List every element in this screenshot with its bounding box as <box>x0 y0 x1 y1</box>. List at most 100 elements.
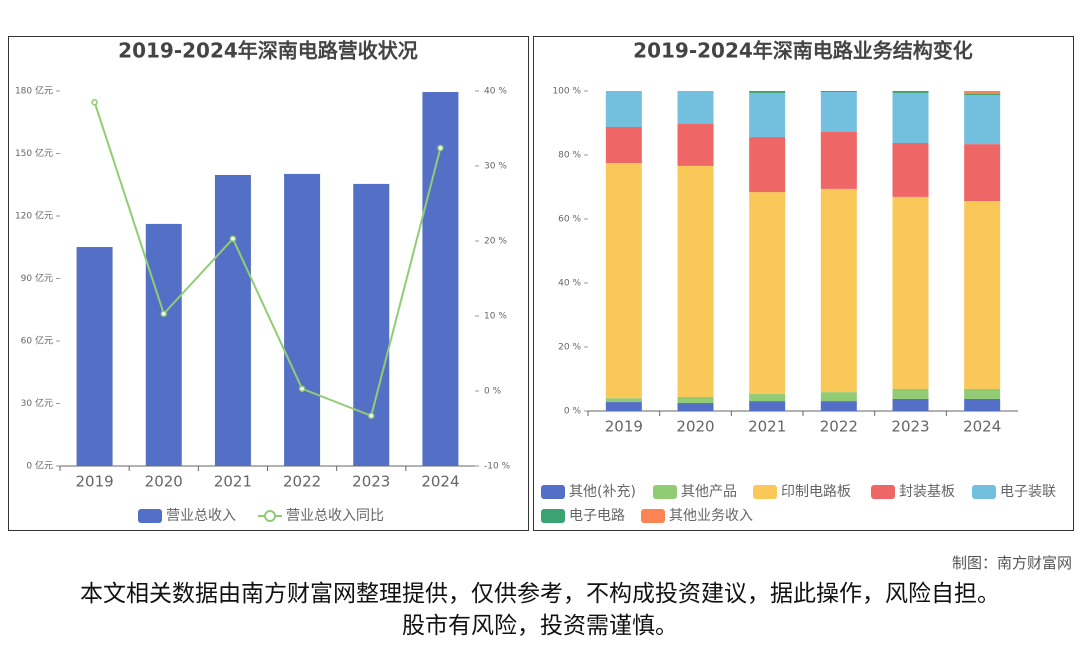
bar <box>76 247 113 466</box>
bar-segment <box>605 163 642 399</box>
y2-tick-label: 0 % <box>484 387 502 397</box>
x-tick-label: 2022 <box>283 473 321 491</box>
legend-swatch <box>753 485 777 499</box>
x-tick-label: 2019 <box>75 473 113 491</box>
y2-tick-label: 20 % <box>484 237 507 247</box>
bar-segment <box>964 388 1001 399</box>
legend-label: 营业总收入 <box>166 508 236 524</box>
bar-segment <box>605 398 642 403</box>
y2-tick-label: 30 % <box>484 162 507 172</box>
x-tick-label: 2022 <box>820 418 858 436</box>
y2-tick-label: 10 % <box>484 312 507 322</box>
bar-segment <box>820 131 857 189</box>
point <box>229 235 237 242</box>
y-tick-label: 100 % <box>552 87 581 97</box>
legend-label: 封装基板 <box>899 483 955 500</box>
disclaimer: 本文相关数据由南方财富网整理提供，仅供参考，不构成投资建议，据此操作，风险自担。… <box>80 581 1000 639</box>
x-tick-label: 2023 <box>352 473 390 491</box>
bar-segment <box>820 401 857 411</box>
legend-swatch <box>653 485 677 499</box>
legend-swatch <box>541 485 565 499</box>
bar-segment <box>749 401 786 411</box>
legend-swatch <box>871 485 895 499</box>
y-tick-label: 180 亿元 <box>15 85 53 97</box>
legend-label: 电子装联 <box>1000 484 1056 500</box>
y2-tick-label: -10 % <box>484 462 511 472</box>
x-tick-label: 2021 <box>214 473 252 491</box>
bar <box>284 173 321 466</box>
y-tick-label: 60 % <box>558 215 581 225</box>
x-tick-label: 2024 <box>421 473 459 491</box>
bar-segment <box>964 94 1001 95</box>
point <box>160 310 167 317</box>
bar-segment <box>964 144 1001 202</box>
x-tick-label: 2019 <box>605 418 643 436</box>
panel <box>533 36 1074 531</box>
x-tick-label: 2020 <box>145 473 183 491</box>
legend-swatch <box>138 509 162 523</box>
x-tick-label: 2024 <box>963 418 1001 436</box>
bar-segment <box>749 91 786 93</box>
bar-segment <box>605 402 642 411</box>
bar-segment <box>677 91 714 124</box>
bar-segment <box>964 201 1001 389</box>
bar-segment <box>820 188 857 393</box>
bar-segment <box>677 165 714 397</box>
panel <box>8 36 529 531</box>
bar-segment <box>892 143 929 197</box>
legend-label: 其他业务收入 <box>669 508 753 524</box>
point <box>298 385 306 392</box>
bar-segment <box>605 127 642 163</box>
bar-segment <box>892 91 929 93</box>
bar <box>353 183 390 466</box>
credit: 制图：南方财富网 <box>951 554 1072 572</box>
y-tick-label: 0 亿元 <box>26 460 53 472</box>
x-tick-label: 2021 <box>748 418 786 436</box>
bar <box>214 174 251 467</box>
legend-swatch <box>972 485 996 499</box>
bar-segment <box>749 137 786 193</box>
y-tick-label: 30 亿元 <box>21 397 53 409</box>
bar-segment <box>677 396 714 403</box>
bar-segment <box>677 123 714 166</box>
bar-segment <box>677 403 714 411</box>
bar-segment <box>820 91 857 92</box>
y-tick-label: 150 亿元 <box>15 147 53 159</box>
y-tick-label: 120 亿元 <box>15 210 53 222</box>
charts: 2019-2024年深南电路营收状况 2019-2024年深南电路业务结构变化 … <box>8 36 1074 531</box>
point <box>91 99 98 106</box>
bar-segment <box>605 91 642 127</box>
bar-segment <box>820 392 857 402</box>
x-tick-label: 2020 <box>676 418 714 436</box>
bar-segment <box>749 394 786 402</box>
y-tick-label: 40 % <box>558 279 581 289</box>
legend-label: 其他产品 <box>681 484 737 500</box>
bar-segment <box>892 196 929 389</box>
legend-swatch <box>641 509 665 523</box>
y2-tick-label: 40 % <box>484 87 507 97</box>
legend-label: 营业总收入同比 <box>286 508 384 524</box>
bar-segment <box>749 192 786 395</box>
y-tick-label: 20 % <box>558 343 581 353</box>
point <box>368 412 375 419</box>
bar-segment <box>892 92 929 143</box>
bar-segment <box>820 91 857 132</box>
y-tick-label: 0 % <box>564 407 582 417</box>
bar-segment <box>964 399 1001 411</box>
bar-segment <box>964 95 1001 145</box>
line <box>93 101 442 418</box>
legend-swatch <box>541 509 565 523</box>
bar <box>422 92 459 467</box>
y-tick-label: 90 亿元 <box>21 272 53 284</box>
point <box>437 144 444 152</box>
bar-segment <box>892 388 929 399</box>
chart-title: 2019-2024年深南电路营收状况 <box>118 39 418 63</box>
legend-label: 印制电路板 <box>781 484 851 500</box>
legend-swatch <box>264 510 276 522</box>
x-tick-label: 2023 <box>891 418 929 436</box>
bar-segment <box>892 399 929 411</box>
chart-title: 2019-2024年深南电路业务结构变化 <box>633 39 973 63</box>
bar-segment <box>964 91 1001 95</box>
legend-label: 电子电路 <box>569 508 625 524</box>
